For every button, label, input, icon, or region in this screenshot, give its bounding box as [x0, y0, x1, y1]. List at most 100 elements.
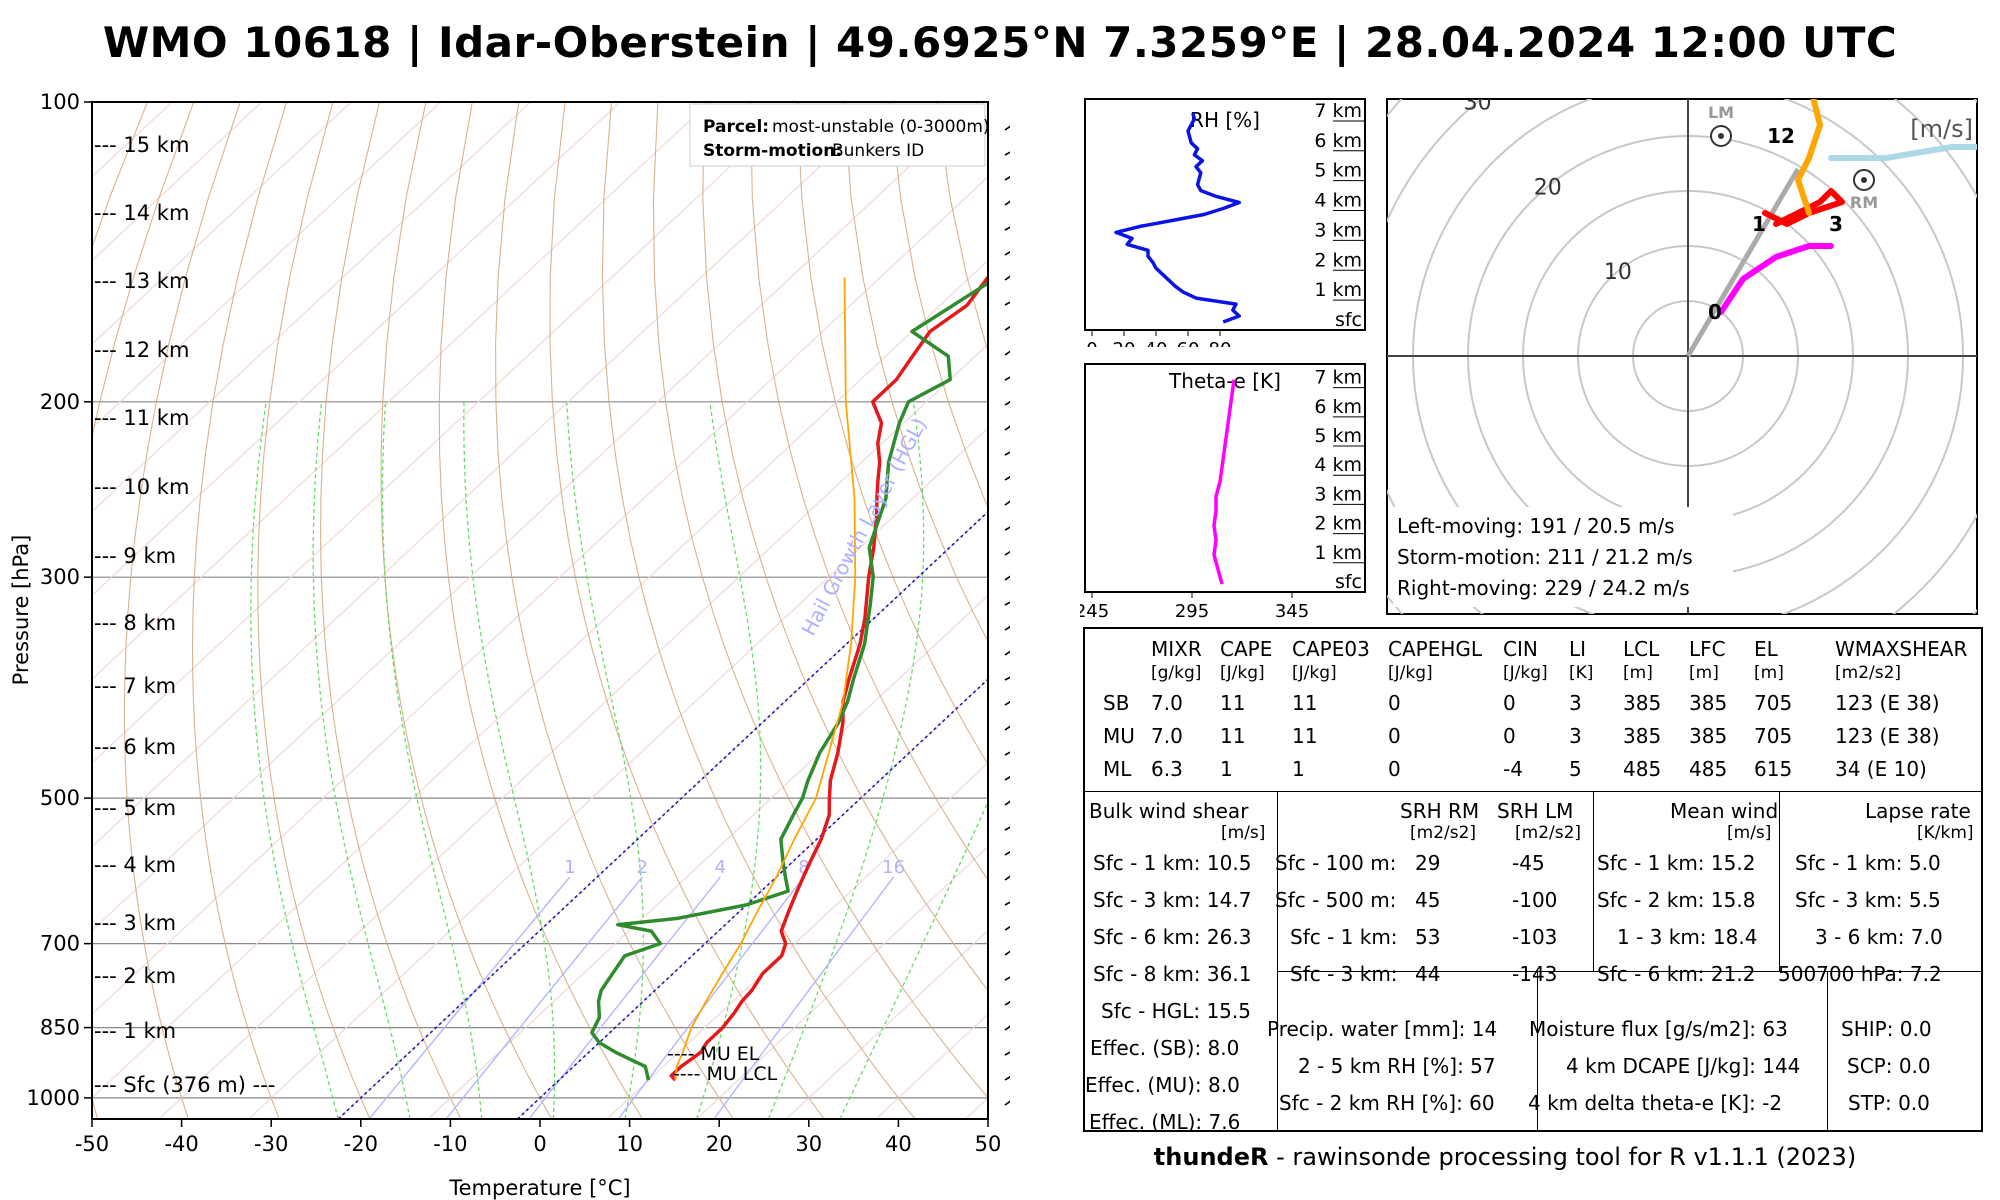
barb-shaft: [1004, 1000, 1010, 1006]
y-tick-label: 200: [40, 390, 80, 414]
meanwind-row: 1 - 3 km: 18.4: [1617, 925, 1758, 949]
y-tick-label: 100: [40, 90, 80, 114]
wind-barb: [1004, 1025, 1010, 1031]
srh-label: Sfc - 100 m:: [1275, 851, 1397, 875]
height-mark: 0: [1708, 300, 1722, 324]
wind-barb: [1004, 425, 1010, 431]
shear-row: Effec. (ML): 7.6: [1089, 1110, 1241, 1134]
height-label: 6 km: [1314, 396, 1362, 418]
height-mark: 12: [1767, 124, 1795, 148]
param-unit-cell: [m]: [1754, 663, 1784, 683]
dry-adiabat: [380, 102, 553, 1119]
wind-barb: [1004, 826, 1010, 831]
wind-barb: [1004, 725, 1010, 731]
dry-adiabat: [438, 102, 644, 1119]
mu-el-label: ---- MU EL: [667, 1043, 760, 1065]
srh-rm-unit: [m2/s2]: [1410, 823, 1477, 843]
srh-rm: 45: [1415, 888, 1441, 912]
barb-shaft: [1004, 601, 1010, 606]
isotherm: [92, 102, 621, 597]
x-tick-label: 50: [975, 1132, 1002, 1156]
moist-adiabat: [839, 800, 988, 1119]
height-label: --- 14 km: [94, 201, 189, 225]
barb-shaft: [1004, 625, 1010, 631]
height-label: --- 13 km: [94, 269, 189, 293]
x-tick-label: 295: [1175, 601, 1209, 622]
param-cell: 11: [1220, 691, 1246, 715]
mixing-ratio-line: [368, 876, 571, 1119]
skewt-ylabel: Pressure [hPa]: [9, 535, 33, 686]
mixing-ratio-line: [445, 876, 643, 1119]
barb-shaft: [1004, 826, 1010, 831]
isotherm: [158, 343, 988, 1119]
param-row-label: SB: [1103, 691, 1130, 715]
param-unit-cell: [K]: [1569, 663, 1594, 683]
y-tick-label: 1000: [27, 1086, 80, 1110]
barb-shaft: [1004, 275, 1010, 281]
param-cell: 385: [1689, 691, 1728, 715]
wind-barb: [1004, 575, 1010, 581]
theta-e-title: Theta-e [K]: [1168, 369, 1281, 393]
mixing-ratio-line: [713, 876, 895, 1119]
barb-shaft: [1004, 850, 1010, 856]
wind-barb: [1004, 1100, 1010, 1106]
param-cell: 705: [1754, 724, 1793, 748]
rh-line: [1114, 112, 1241, 324]
wind-barb: [1004, 275, 1010, 281]
x-tick-label: -30: [254, 1132, 288, 1156]
index-row: STP: 0.0: [1848, 1091, 1930, 1115]
param-cell: 11: [1292, 691, 1318, 715]
wind-barb: [1004, 950, 1010, 956]
isotherm: [92, 102, 979, 932]
isotherm: [875, 1013, 988, 1119]
barb-shaft: [1004, 950, 1010, 956]
wind-barb: [1004, 376, 1010, 381]
wind-barb: [1004, 451, 1010, 456]
x-tick-label: 60: [1177, 339, 1200, 347]
param-header-cell: EL: [1754, 637, 1778, 661]
height-label: --- 6 km: [94, 735, 176, 759]
param-header-cell: CIN: [1503, 637, 1538, 661]
param-cell: 11: [1220, 724, 1246, 748]
moist-adiabat: [767, 401, 925, 1119]
shear-row: Sfc - 3 km: 14.7: [1093, 888, 1252, 912]
param-cell: 0: [1388, 757, 1401, 781]
x-tick-label: -20: [344, 1132, 378, 1156]
srh-rm: 53: [1415, 925, 1441, 949]
isotherm: [92, 259, 988, 1099]
mu-lcl-label: ---- MU LCL: [673, 1063, 778, 1085]
dry-adiabat: [601, 102, 916, 1119]
height-label: 7 km: [1314, 100, 1362, 122]
barb-shaft: [1004, 200, 1010, 206]
dry-adiabat: [257, 102, 371, 1119]
dry-adiabat: [320, 102, 462, 1119]
srh-lm-unit: [m2/s2]: [1515, 823, 1582, 843]
hodograph-segment: [1828, 144, 1977, 161]
param-cell: 1: [1292, 757, 1305, 781]
storm-vector-dot: [1861, 177, 1867, 183]
height-label: 6 km: [1314, 130, 1362, 152]
legend-storm-key: Storm-motion:: [703, 141, 842, 161]
footer-text: - rawinsonde processing tool for R v1.1.…: [1268, 1143, 1857, 1171]
moist-adiabat: [312, 401, 411, 1119]
isotherm: [337, 510, 988, 1119]
wind-barb: [1004, 700, 1010, 706]
srh-lm: -45: [1512, 851, 1545, 875]
wind-barb: [1004, 1051, 1010, 1056]
height-mark: 1: [1752, 212, 1766, 236]
srh-label: Sfc - 500 m:: [1275, 888, 1397, 912]
param-cell: 1: [1220, 757, 1233, 781]
x-tick-label: 10: [616, 1132, 643, 1156]
y-tick-label: 850: [40, 1016, 80, 1040]
shear-row: Effec. (MU): 8.0: [1085, 1073, 1240, 1097]
ring-label: 20: [1534, 175, 1562, 200]
wind-barb: [1004, 775, 1010, 781]
srh-label: Sfc - 1 km:: [1290, 925, 1398, 949]
shear-row: Effec. (SB): 8.0: [1090, 1036, 1240, 1060]
height-label: --- 7 km: [94, 674, 176, 698]
hodograph-text-bg: [1393, 507, 1733, 607]
wind-barb: [1004, 650, 1010, 656]
legend-parcel-value: most-unstable (0-3000m): [772, 117, 990, 137]
srh-lm: -143: [1512, 962, 1558, 986]
lapse-unit: [K/km]: [1917, 823, 1974, 843]
